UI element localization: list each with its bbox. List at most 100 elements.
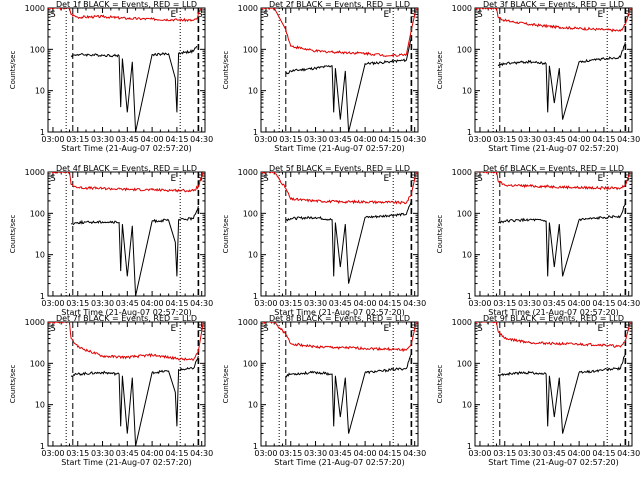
y-tick-label: 100: [30, 209, 45, 218]
x-tick-label: 03:30: [518, 299, 541, 308]
x-tick-label: 03:30: [518, 449, 541, 458]
y-tick-label: 100: [457, 45, 472, 54]
events-series-line: [285, 200, 412, 284]
marker-letter: S: [50, 10, 56, 20]
x-tick-label: 03:45: [116, 299, 139, 308]
x-tick-label: 04:00: [141, 449, 164, 458]
x-tick-label: 04:15: [378, 299, 401, 308]
lld-series-line: [48, 322, 204, 361]
y-tick-label: 1000: [238, 318, 258, 327]
marker-letter: E: [384, 10, 390, 20]
x-tick-label: 04:30: [617, 449, 640, 458]
plot-area: [48, 8, 204, 132]
x-tick-label: 03:15: [493, 449, 516, 458]
x-axis-label: Start Time (21-Aug-07 02:57:20): [488, 308, 619, 317]
chart-title: Det 9f BLACK = Events, RED = LLD: [483, 314, 624, 323]
x-tick-label: 03:45: [543, 299, 566, 308]
y-tick-label: 1000: [25, 168, 45, 177]
marker-letter: S: [477, 10, 483, 20]
chart-title: Det 1f BLACK = Events, RED = LLD: [56, 0, 197, 9]
x-tick-label: 03:00: [468, 135, 491, 144]
events-series-line: [70, 45, 198, 132]
y-tick-label: 1000: [452, 4, 472, 13]
x-tick-label: 03:15: [279, 299, 302, 308]
x-tick-label: 03:30: [304, 135, 327, 144]
x-axis-label: Start Time (21-Aug-07 02:57:20): [61, 458, 192, 467]
chart-panel-8: Det 8f BLACK = Events, RED = LLD Counts/s…: [222, 314, 426, 467]
lld-series-line: [475, 8, 631, 33]
marker-letter: S: [477, 174, 483, 184]
marker-letter: S: [477, 324, 483, 334]
x-tick-label: 04:15: [592, 299, 615, 308]
y-tick-label: 10: [462, 87, 472, 96]
marker-letter: S: [50, 174, 56, 184]
x-axis-label: Start Time (21-Aug-07 02:57:20): [61, 144, 192, 153]
x-tick-label: 04:15: [378, 449, 401, 458]
chart-panel-9: Det 9f BLACK = Events, RED = LLD Counts/s…: [436, 314, 640, 467]
x-tick-label: 03:00: [254, 135, 277, 144]
chart-title: Det 6f BLACK = Events, RED = LLD: [483, 164, 624, 173]
marker-letter: E: [171, 10, 177, 20]
plot-area: [261, 322, 417, 434]
plot-frame: [474, 321, 633, 447]
x-tick-label: 03:45: [116, 449, 139, 458]
marker-letter: S: [50, 324, 56, 334]
marker-letter: S: [197, 10, 203, 20]
x-tick-label: 03:00: [254, 299, 277, 308]
x-tick-label: 03:45: [329, 299, 352, 308]
x-tick-label: 03:45: [543, 135, 566, 144]
y-axis-label: Counts/sec: [222, 215, 230, 254]
plot-area: [48, 172, 204, 296]
y-tick-label: 10: [248, 401, 258, 410]
x-tick-label: 04:30: [190, 449, 213, 458]
lld-series-line: [48, 172, 204, 193]
y-tick-label: 1000: [452, 168, 472, 177]
events-series-line: [497, 41, 626, 120]
marker-letter: S: [263, 174, 269, 184]
marker-letter: E: [598, 10, 604, 20]
y-tick-label: 10: [462, 401, 472, 410]
marker-letter: S: [263, 324, 269, 334]
chart-title: Det 4f BLACK = Events, RED = LLD: [56, 164, 197, 173]
events-series-line: [285, 36, 412, 132]
y-tick-label: 100: [30, 45, 45, 54]
x-tick-label: 03:45: [329, 135, 352, 144]
x-tick-label: 04:15: [165, 135, 188, 144]
x-tick-label: 03:00: [468, 299, 491, 308]
y-tick-label: 1000: [238, 4, 258, 13]
plot-area: [261, 8, 417, 132]
y-tick-label: 1: [40, 128, 45, 137]
plot-frame: [474, 171, 633, 297]
x-tick-label: 04:15: [165, 449, 188, 458]
x-tick-label: 04:00: [141, 299, 164, 308]
marker-letter: S: [624, 10, 630, 20]
y-tick-label: 1: [467, 292, 472, 301]
chart-panels: Det 1f BLACK = Events, RED = LLD Counts/s…: [9, 0, 640, 467]
chart-panel-2: Det 2f BLACK = Events, RED = LLD Counts/s…: [222, 0, 426, 153]
marker-letter: S: [410, 10, 416, 20]
y-tick-label: 10: [35, 401, 45, 410]
x-tick-label: 03:15: [66, 449, 89, 458]
y-axis-label: Counts/sec: [436, 51, 444, 90]
marker-letter: S: [624, 324, 630, 334]
events-series-line: [70, 355, 199, 446]
x-tick-label: 04:15: [592, 135, 615, 144]
x-tick-label: 04:30: [190, 135, 213, 144]
y-tick-label: 1: [253, 442, 258, 451]
plot-frame: [474, 7, 633, 133]
chart-title: Det 3f BLACK = Events, RED = LLD: [483, 0, 624, 9]
marker-letter: E: [598, 174, 604, 184]
x-tick-label: 04:00: [354, 449, 377, 458]
x-tick-label: 04:30: [403, 299, 426, 308]
events-series-line: [70, 205, 199, 296]
plot-frame: [260, 171, 419, 297]
lld-series-line: [261, 322, 417, 353]
x-tick-label: 04:30: [617, 299, 640, 308]
lld-series-line: [475, 322, 631, 348]
marker-letter: E: [384, 174, 390, 184]
plot-area: [48, 322, 204, 446]
plot-area: [475, 172, 631, 277]
y-axis-label: Counts/sec: [436, 215, 444, 254]
